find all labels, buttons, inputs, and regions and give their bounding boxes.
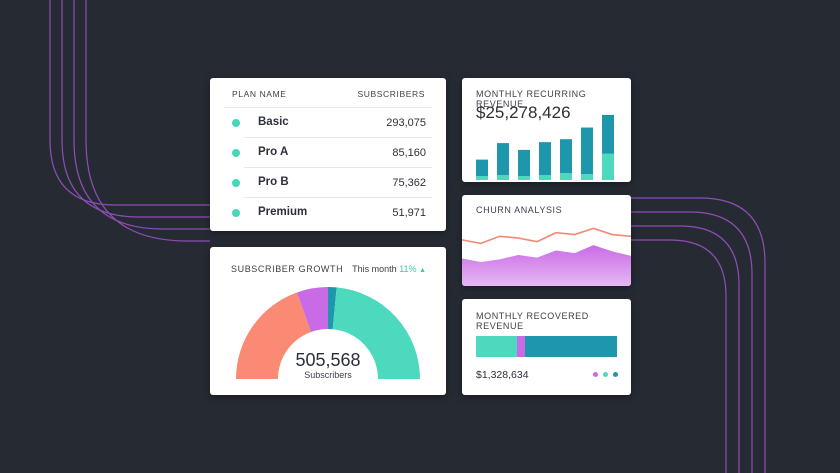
legend-dot-purple-icon [593, 372, 598, 377]
mrr-bar-5-segment-0 [581, 174, 593, 180]
plan-row-basic[interactable]: Basic 293,075 [224, 108, 432, 138]
recovered-stacked-bar [476, 336, 617, 357]
mrr-bar-6-segment-0 [602, 153, 614, 180]
growth-period: This month 11% ▲ [352, 264, 426, 274]
subscriber-total: 505,568 [295, 350, 361, 370]
recovered-title: MONTHLY RECOVERED REVENUE [476, 311, 589, 331]
mrr-bar-0-segment-0 [476, 176, 488, 180]
mrr-bar-chart [476, 114, 614, 180]
plan-row-pro-a[interactable]: Pro A 85,160 [224, 138, 432, 168]
recovered-revenue-card: MONTHLY RECOVERED REVENUE $1,328,634 [462, 299, 631, 395]
mrr-bar-3-segment-0 [539, 175, 551, 180]
recovered-segment-1 [516, 336, 526, 357]
mrr-bar-2-segment-0 [518, 176, 530, 180]
recovered-segment-0 [476, 336, 517, 357]
donut-slice-0 [236, 292, 312, 379]
status-dot-icon [232, 179, 240, 187]
growth-title: SUBSCRIBER GROWTH [231, 264, 344, 274]
mrr-title: MONTHLY RECURRING REVENUE [476, 89, 587, 109]
header-divider [224, 107, 432, 108]
subscriber-growth-card: SUBSCRIBER GROWTH This month 11% ▲ 505,5… [210, 247, 446, 395]
recovered-segment-2 [525, 336, 617, 357]
legend-dot-blue-icon [613, 372, 618, 377]
mrr-card: MONTHLY RECURRING REVENUE $25,278,426 [462, 78, 631, 182]
legend-dot-teal-icon [603, 372, 608, 377]
plan-subscribers: 85,160 [392, 147, 426, 159]
row-divider [244, 137, 432, 138]
mrr-value: $25,278,426 [476, 103, 571, 122]
row-divider [244, 197, 432, 198]
plan-name-header: PLAN NAME [232, 89, 287, 99]
churn-area [462, 245, 631, 286]
mrr-bar-3-segment-1 [539, 142, 551, 176]
half-donut-chart [236, 287, 420, 379]
churn-card: CHURN ANALYSIS [462, 195, 631, 286]
row-divider [244, 167, 432, 168]
plan-subscribers: 293,075 [386, 117, 426, 129]
churn-title: CHURN ANALYSIS [476, 205, 563, 215]
status-dot-icon [232, 119, 240, 127]
plans-table-card: PLAN NAME SUBSCRIBERS Basic 293,075 Pro … [210, 78, 446, 231]
plan-row-pro-b[interactable]: Pro B 75,362 [224, 168, 432, 198]
mrr-bar-1-segment-1 [497, 143, 509, 176]
plan-subscribers: 51,971 [392, 207, 426, 219]
donut-slice-1 [296, 287, 328, 332]
mrr-bar-1-segment-0 [497, 175, 509, 180]
donut-slice-2 [328, 287, 337, 330]
status-dot-icon [232, 209, 240, 217]
plan-name: Pro B [258, 176, 289, 188]
recovered-value: $1,328,634 [476, 369, 529, 381]
triangle-up-icon: ▲ [419, 267, 426, 274]
mrr-bar-5-segment-1 [581, 127, 593, 175]
plan-name: Basic [258, 116, 289, 128]
mrr-bar-0-segment-1 [476, 159, 488, 177]
donut-slice-3 [332, 287, 420, 379]
plan-subscribers: 75,362 [392, 177, 426, 189]
plan-row-premium[interactable]: Premium 51,971 [224, 198, 428, 228]
mrr-bar-2-segment-1 [518, 149, 530, 177]
plan-name: Pro A [258, 146, 289, 158]
subscriber-total-label: Subscribers [304, 370, 352, 380]
mrr-bar-4-segment-1 [560, 139, 572, 174]
mrr-bar-4-segment-0 [560, 173, 572, 180]
plan-name: Premium [258, 206, 308, 218]
subscribers-header: SUBSCRIBERS [357, 89, 425, 99]
growth-change: 11% [399, 264, 417, 274]
churn-line [462, 227, 631, 245]
status-dot-icon [232, 149, 240, 157]
churn-area-chart [462, 227, 631, 286]
period-label: This month [352, 264, 397, 274]
mrr-bar-6-segment-1 [602, 114, 614, 154]
